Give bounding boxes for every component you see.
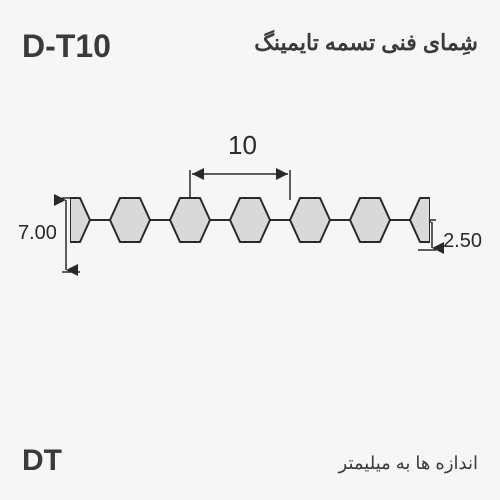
units-note: اندازه ها به میلیمتر <box>339 453 478 474</box>
page-title: شِمای فنی تسمه تایمینگ <box>254 30 478 56</box>
model-code: D-T10 <box>22 28 111 65</box>
belt-profile <box>70 160 430 280</box>
timing-belt-diagram: 10 7.00 2.50 <box>0 130 500 350</box>
brand-logo: DT <box>22 444 62 478</box>
